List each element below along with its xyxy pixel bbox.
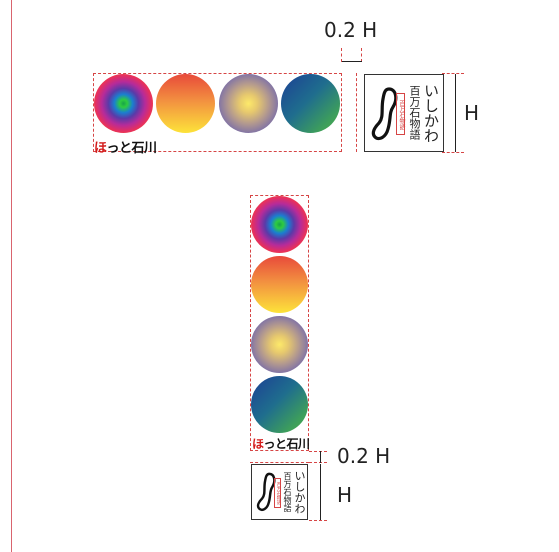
brand-wordmark-rest: っと石川: [263, 437, 311, 451]
logo-box-vertical: 百万石物語 いしかわ 百万石物語: [251, 464, 308, 520]
vertical-symbols-guide: [250, 195, 309, 451]
glow-circle: [219, 74, 278, 133]
gap-measure-line-side: [320, 451, 321, 463]
gap-dimension-label-side: 0.2 H: [337, 444, 391, 468]
page-margin-line: [11, 0, 12, 552]
vertical-guide-bottom: [250, 462, 309, 463]
brand-wordmark: ほっと石川: [94, 137, 157, 156]
logo-title-line1: いしかわ: [422, 83, 440, 143]
brand-wordmark: ほっと石川: [252, 435, 310, 452]
gap-tick-right-top: [361, 48, 362, 62]
sunset-circle: [251, 256, 308, 313]
brand-wordmark-rest: っと石川: [106, 141, 158, 156]
gap-tick-left-top: [341, 48, 342, 62]
logo-stamp: 百万石物語: [396, 93, 405, 135]
sunset-circle: [156, 74, 215, 133]
sea-circle: [251, 376, 308, 433]
height-dimension-label-right: H: [464, 101, 480, 125]
gap-measure-line-top: [342, 61, 362, 62]
height-measure-line-side: [320, 464, 321, 520]
footprint-icon: [371, 87, 398, 141]
logo-title-line2: 百万石物語: [283, 472, 292, 512]
brand-wordmark-ho: ほ: [94, 141, 107, 156]
gap-tick-top-side: [309, 451, 327, 452]
horizontal-symbols-guide: [93, 73, 342, 152]
logo-stamp: 百万石物語: [274, 478, 281, 508]
height-measure-line-right: [455, 74, 456, 152]
sea-circle: [281, 74, 340, 133]
rainbow-circle: [251, 196, 308, 253]
horizontal-guide-right: [356, 73, 357, 152]
rainbow-circle: [94, 74, 153, 133]
height-tick-top-right: [442, 73, 464, 74]
logo-box-horizontal: 百万石物語 いしかわ 百万石物語: [364, 74, 444, 152]
gap-dimension-label-top: 0.2 H: [324, 18, 378, 42]
footprint-icon: [256, 472, 276, 512]
gap-tick-bottom-side: [309, 462, 327, 463]
glow-circle: [251, 316, 308, 373]
height-dimension-label-side: H: [337, 483, 353, 507]
brand-wordmark-ho: ほ: [252, 437, 264, 451]
height-tick-bottom-right: [442, 152, 464, 153]
logo-title-line2: 百万石物語: [408, 85, 421, 140]
logo-title-line1: いしかわ: [293, 470, 306, 514]
height-tick-bottom-side: [309, 520, 327, 521]
